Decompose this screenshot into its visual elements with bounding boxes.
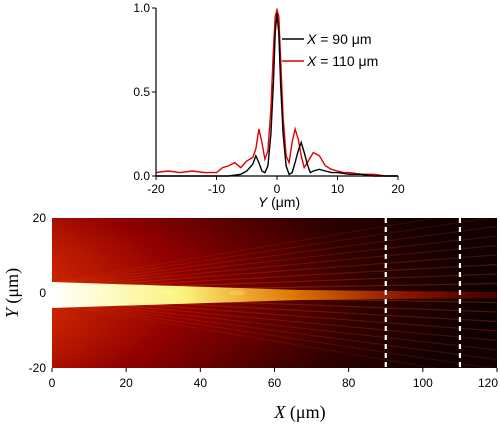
heatmap-y-tick-label: -20 xyxy=(29,361,47,375)
heatmap-x-tick-label: 0 xyxy=(49,376,56,390)
diffraction-ray xyxy=(52,254,497,289)
top-y-tick-label: 0.5 xyxy=(133,85,150,99)
top-y-tick-label: 1.0 xyxy=(133,1,150,15)
diffraction-ray xyxy=(52,244,497,288)
beam-core xyxy=(52,282,497,308)
diffraction-ray xyxy=(52,225,497,286)
intensity-heatmap: 0 20 40 60 80 100 120 200-20 X (μm) Y (μm) xyxy=(2,211,498,423)
heatmap-x-tick-label: 60 xyxy=(268,376,282,390)
diffraction-ray xyxy=(52,302,495,368)
heatmap-y-ticks: 20 0 -20 xyxy=(29,211,47,375)
top-x-tick-label: -20 xyxy=(147,182,165,196)
heatmap-x-tick-label: 80 xyxy=(342,376,356,390)
legend-label-0: X = 90 μm xyxy=(306,31,372,47)
diffraction-ray xyxy=(52,298,497,342)
heatmap-y-axis-title: Y (μm) xyxy=(2,268,23,318)
line-profile-chart: -20 -10 0 10 20 0.00.51.0 Y (μm) X = 90 μmX … xyxy=(133,1,405,210)
heatmap-x-tick-label: 20 xyxy=(119,376,133,390)
diffraction-ray xyxy=(52,303,439,368)
diffraction-ray xyxy=(52,218,495,284)
diffraction-ray xyxy=(52,299,497,351)
top-x-axis-title: Y (μm) xyxy=(258,194,300,210)
line-series-group xyxy=(155,8,398,177)
top-x-tick-label: 10 xyxy=(331,182,345,196)
series-line-0 xyxy=(156,12,398,177)
top-y-ticks: 0.0 0.5 1.0 xyxy=(133,1,156,183)
top-y-tick-label: 0.0 xyxy=(133,169,150,183)
legend: X = 90 μm X = 110 μm xyxy=(282,31,378,69)
heatmap-x-axis-title: X (μm) xyxy=(273,402,325,423)
heatmap-x-ticks: 0 20 40 60 80 100 120 xyxy=(49,368,498,390)
heatmap-x-tick-label: 40 xyxy=(194,376,208,390)
top-x-tick-label: 20 xyxy=(391,182,405,196)
diffraction-ray xyxy=(52,235,497,287)
heatmap-x-tick-label: 120 xyxy=(478,376,498,390)
top-x-ticks: -20 -10 0 10 20 xyxy=(147,176,405,196)
top-x-tick-label: 0 xyxy=(274,182,281,196)
heatmap-x-tick-label: 100 xyxy=(413,376,433,390)
cut-markers xyxy=(384,218,462,368)
top-x-tick-label: -10 xyxy=(208,182,226,196)
legend-label-1: X = 110 μm xyxy=(306,53,378,69)
series-line-1 xyxy=(155,8,398,177)
heatmap-y-tick-label: 0 xyxy=(39,286,46,300)
diffraction-ray xyxy=(52,300,497,361)
diffraction-ray xyxy=(52,218,439,283)
heatmap-y-tick-label: 20 xyxy=(33,211,47,225)
